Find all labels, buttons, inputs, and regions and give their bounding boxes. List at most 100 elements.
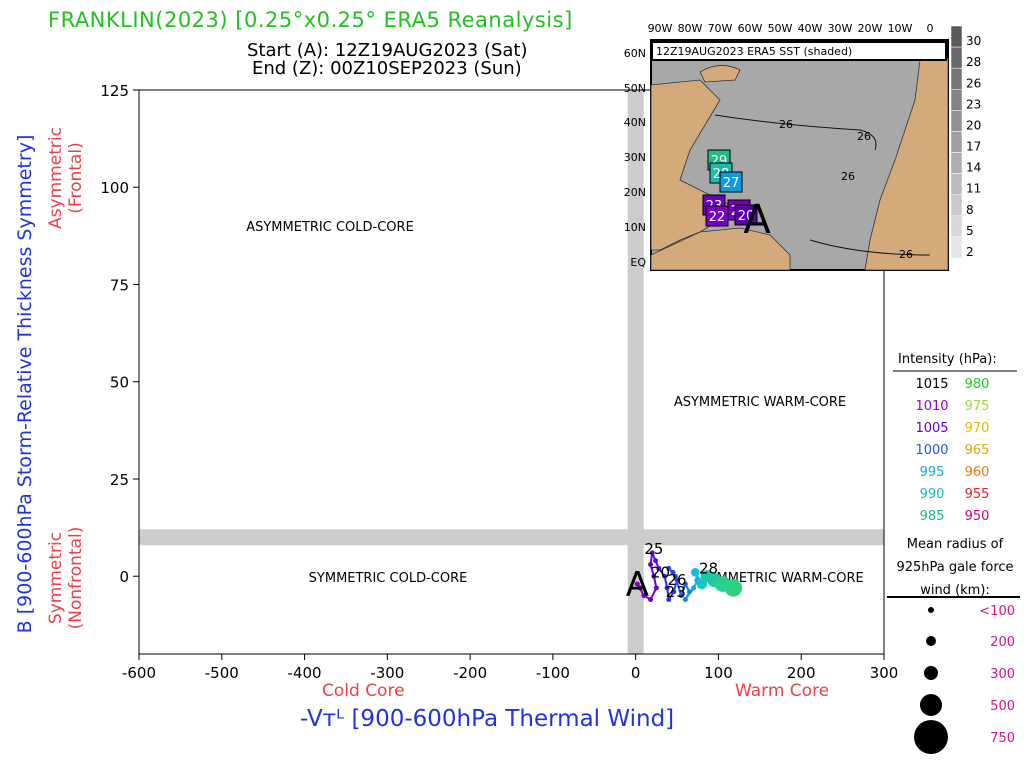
sst-contour-label: 26 <box>857 130 871 143</box>
radius-legend-circle <box>926 636 936 646</box>
sst-contour-line <box>714 114 877 151</box>
warm-core-label: Warm Core <box>735 681 830 701</box>
track-point <box>672 573 678 579</box>
track-point <box>691 585 697 591</box>
radius-legend-circle <box>914 720 948 754</box>
sst-contour-label: 26 <box>899 248 913 261</box>
inset-lon-label: 50W <box>768 22 793 35</box>
track-day-label: 3 <box>676 583 686 601</box>
track-point <box>724 579 743 597</box>
track-day-label: 28 <box>699 559 718 577</box>
track-point <box>634 581 640 587</box>
quadrant-label-asymmetric-cold-core: ASYMMETRIC COLD-CORE <box>246 220 414 235</box>
asymmetric-label: Asymmetric <box>46 127 66 229</box>
track-point <box>653 585 659 591</box>
y-axis-label: B [900-600hPa Storm-Relative Thickness S… <box>14 134 36 634</box>
start-date-line: Start (A): 12Z19AUG2023 (Sat) <box>247 40 528 61</box>
inset-track-box <box>719 171 743 193</box>
sst-colorbar-segment <box>950 236 963 259</box>
greenland-land <box>699 65 741 83</box>
track-point <box>641 593 647 599</box>
y-tick-label: 25 <box>110 471 129 489</box>
track-point <box>649 550 655 556</box>
track-point <box>671 589 677 595</box>
inset-track-label: 27 <box>723 176 740 191</box>
inset-lat-label: 20N <box>624 186 646 199</box>
radius-legend-circle <box>920 694 942 716</box>
x-tick-label: -600 <box>122 664 156 682</box>
radius-legend-label: 300 <box>990 667 1015 682</box>
intensity-legend-item: 990 <box>920 487 945 502</box>
radius-legend-label: 750 <box>990 731 1015 746</box>
cold-core-label: Cold Core <box>322 681 405 701</box>
frontal-label: (Frontal) <box>66 142 86 214</box>
track-point <box>674 577 680 583</box>
inset-lon-label: 10W <box>888 22 913 35</box>
chart-title: FRANKLIN(2023) [0.25°x0.25° ERA5 Reanaly… <box>48 8 573 32</box>
sst-contour-label: 26 <box>841 170 855 183</box>
track-point <box>678 593 684 599</box>
radius-legend-title: Mean radius of 925hPa gale force wind (k… <box>896 537 1014 598</box>
track-point <box>648 562 654 568</box>
intensity-legend-item: 975 <box>965 399 990 414</box>
sst-colorbar-segment <box>950 194 963 217</box>
radius-legend-label: <100 <box>979 604 1015 619</box>
track-point <box>651 573 657 579</box>
y-tick-label: 0 <box>119 568 129 586</box>
intensity-legend-item: 965 <box>965 443 990 458</box>
intensity-legend-item: 980 <box>965 377 990 392</box>
sst-colorbar-label: 20 <box>966 118 981 132</box>
quadrant-label-asymmetric-warm-core: ASYMMETRIC WARM-CORE <box>674 395 846 410</box>
sst-colorbar-segment <box>950 215 963 238</box>
south-america-land <box>650 227 791 271</box>
sst-colorbar-label: 26 <box>966 76 981 90</box>
track-day-label: 20 <box>651 563 670 581</box>
x-tick-label: 0 <box>631 664 641 682</box>
track-point <box>682 597 688 603</box>
track-point <box>670 569 676 575</box>
track-point <box>662 573 668 579</box>
sst-colorbar-segment <box>950 89 963 111</box>
inset-lon-label: 0 <box>927 22 934 35</box>
inset-lat-label: EQ <box>630 256 646 269</box>
track-point <box>648 597 654 603</box>
track-point <box>656 565 662 571</box>
track-point <box>690 568 700 577</box>
sst-colorbar-segment <box>950 67 963 90</box>
track-day-label: 25 <box>644 540 663 558</box>
intensity-legend-item: 1015 <box>915 377 948 392</box>
track-point <box>682 581 688 587</box>
europe-africa-land <box>864 57 949 271</box>
track-day-label: 2 <box>666 583 676 601</box>
nonfrontal-label: (Nonfrontal) <box>66 526 86 630</box>
x-tick-label: -500 <box>205 664 239 682</box>
inset-lon-label: 90W <box>648 22 673 35</box>
track-point <box>666 565 672 571</box>
vertical-threshold-band <box>627 90 644 654</box>
track-point <box>686 589 692 595</box>
y-axis-asymmetric-label: Asymmetric (Frontal) <box>46 118 86 238</box>
intensity-legend-item: 960 <box>965 465 990 480</box>
radius-legend-circle <box>928 607 934 613</box>
sst-colorbar-label: 30 <box>966 34 981 48</box>
intensity-legend-item: 1000 <box>915 443 948 458</box>
intensity-legend-item: 955 <box>965 487 990 502</box>
sst-colorbar-segment <box>950 173 963 195</box>
sst-colorbar-label: 14 <box>966 161 981 175</box>
sst-colorbar-label: 8 <box>966 203 974 217</box>
inset-lat-label: 50N <box>624 82 646 95</box>
inset-track-box <box>734 204 758 226</box>
sst-colorbar-segment <box>950 46 963 69</box>
plot-frame <box>138 89 885 655</box>
sst-contour-line <box>809 239 931 256</box>
end-date-line: End (Z): 00Z10SEP2023 (Sun) <box>252 58 522 79</box>
intensity-legend-item: 1005 <box>915 421 948 436</box>
inset-lon-label: 40W <box>798 22 823 35</box>
inset-lon-label: 30W <box>828 22 853 35</box>
radius-legend-circle <box>924 666 938 680</box>
x-tick-label: -100 <box>536 664 570 682</box>
quadrant-label-symmetric-cold-core: SYMMETRIC COLD-CORE <box>309 571 468 586</box>
inset-start-marker: A <box>743 197 771 243</box>
inset-lat-label: 40N <box>624 116 646 129</box>
